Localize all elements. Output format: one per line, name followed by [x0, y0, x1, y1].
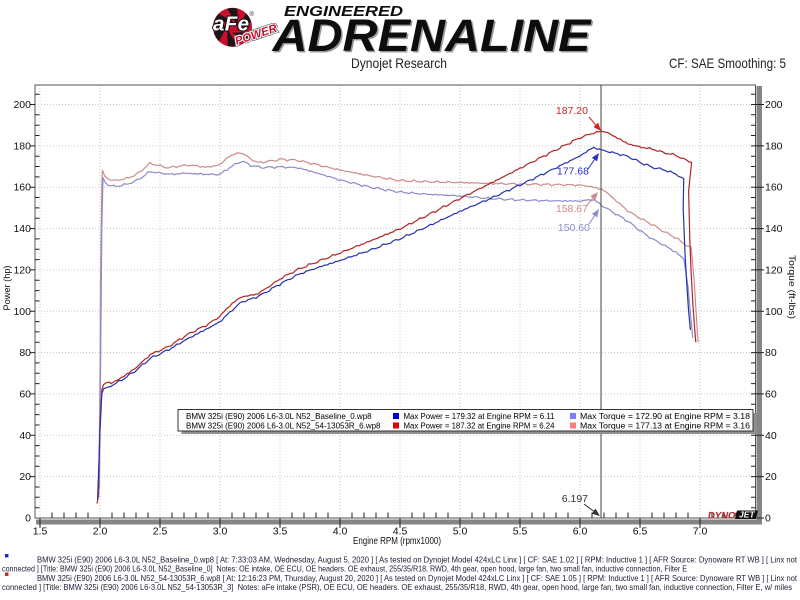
svg-text:3.0: 3.0 [213, 526, 228, 538]
svg-text:3.5: 3.5 [273, 526, 288, 538]
svg-text:7.0: 7.0 [693, 526, 708, 538]
svg-text:0: 0 [765, 513, 771, 525]
svg-text:connected ] [Title: BMW 325i (: connected ] [Title: BMW 325i (E90) 2006 … [2, 564, 687, 574]
svg-text:Dynojet Research: Dynojet Research [351, 55, 447, 71]
svg-text:ENGINEERED: ENGINEERED [284, 4, 404, 20]
svg-text:CF: SAE Smoothing: 5: CF: SAE Smoothing: 5 [669, 55, 786, 71]
svg-text:1.5: 1.5 [33, 526, 48, 538]
svg-text:4.0: 4.0 [333, 526, 348, 538]
svg-text:60: 60 [19, 388, 31, 400]
svg-text:158.67: 158.67 [556, 203, 588, 215]
svg-text:ADRENALINE: ADRENALINE [273, 11, 594, 62]
svg-text:connected ] [Title: BMW 325i (: connected ] [Title: BMW 325i (E90) 2006 … [2, 582, 792, 592]
svg-text:aFe: aFe [213, 13, 249, 36]
svg-text:6.197: 6.197 [562, 493, 588, 505]
svg-text:40: 40 [765, 430, 777, 442]
svg-text:Max Torque = 172.90 at Engine: Max Torque = 172.90 at Engine RPM = 3.18 [580, 412, 751, 421]
svg-text:160: 160 [765, 182, 783, 194]
svg-text:120: 120 [13, 264, 31, 276]
svg-text:200: 200 [765, 99, 783, 111]
svg-text:Power (hp): Power (hp) [2, 265, 12, 310]
svg-text:20: 20 [765, 471, 777, 483]
svg-text:BMW 325i (E90) 2006 L6-3.0L N5: BMW 325i (E90) 2006 L6-3.0L N52_Baseline… [186, 412, 372, 421]
svg-text:Engine RPM (rpmx1000): Engine RPM (rpmx1000) [353, 536, 441, 547]
svg-text:200: 200 [13, 99, 31, 111]
svg-text:140: 140 [13, 223, 31, 235]
svg-text:Max Power = 187.32 at Engine R: Max Power = 187.32 at Engine RPM = 6.24 [404, 422, 556, 431]
svg-text:0: 0 [25, 513, 31, 525]
svg-text:®: ® [250, 11, 255, 18]
svg-text:100: 100 [13, 306, 31, 318]
svg-text:4.5: 4.5 [393, 526, 408, 538]
svg-text:5.5: 5.5 [513, 526, 528, 538]
svg-text:180: 180 [765, 140, 783, 152]
svg-text:100: 100 [765, 306, 783, 318]
svg-text:6.5: 6.5 [633, 526, 648, 538]
svg-text:ADRENALINE: ADRENALINE [271, 10, 592, 61]
svg-text:177.68: 177.68 [557, 166, 589, 178]
svg-text:Max Torque = 177.13 at Engine: Max Torque = 177.13 at Engine RPM = 3.16 [580, 422, 751, 431]
svg-text:2.0: 2.0 [93, 526, 108, 538]
svg-text:160: 160 [13, 182, 31, 194]
svg-text:40: 40 [19, 430, 31, 442]
svg-text:80: 80 [765, 347, 777, 359]
svg-text:2.5: 2.5 [153, 526, 168, 538]
svg-text:Torque (ft-lbs): Torque (ft-lbs) [787, 255, 797, 319]
svg-text:JET: JET [739, 510, 755, 520]
svg-text:BMW 325i (E90) 2006 L6-3.0L N5: BMW 325i (E90) 2006 L6-3.0L N52_54-13053… [37, 573, 798, 583]
svg-text:180: 180 [13, 140, 31, 152]
svg-text:150.60: 150.60 [558, 222, 590, 234]
svg-text:5.0: 5.0 [453, 526, 468, 538]
svg-text:140: 140 [765, 223, 783, 235]
svg-text:60: 60 [765, 388, 777, 400]
svg-text:187.20: 187.20 [556, 105, 588, 117]
svg-text:120: 120 [765, 264, 783, 276]
svg-text:6.0: 6.0 [573, 526, 588, 538]
svg-text:80: 80 [19, 347, 31, 359]
svg-text:BMW 325i (E90) 2006 L6-3.0L N5: BMW 325i (E90) 2006 L6-3.0L N52_Baseline… [37, 555, 798, 565]
svg-text:Max Power = 179.32 at Engine R: Max Power = 179.32 at Engine RPM = 6.11 [404, 412, 556, 421]
svg-text:BMW 325i (E90) 2006 L6-3.0L N5: BMW 325i (E90) 2006 L6-3.0L N52_54-13053… [186, 422, 381, 431]
svg-text:20: 20 [19, 471, 31, 483]
svg-text:DYNO: DYNO [708, 511, 736, 522]
